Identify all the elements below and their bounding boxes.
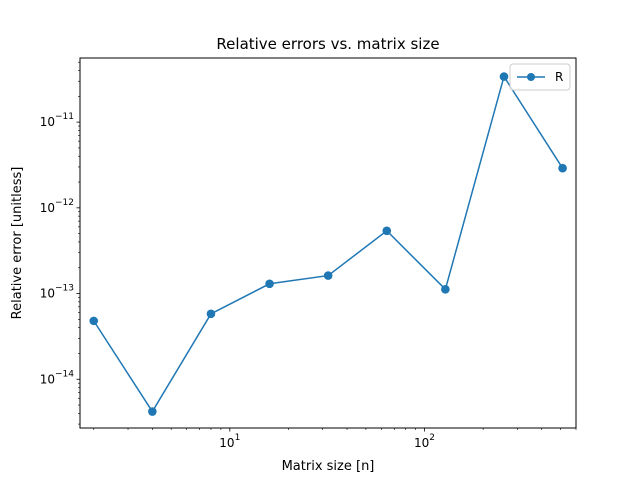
data-point (382, 226, 392, 236)
x-tick-label: 102 (414, 433, 435, 450)
y-tick-label: 10−12 (40, 198, 74, 215)
y-axis-label: Relative error [unitless] (10, 167, 25, 320)
y-tick-label: 10−14 (40, 369, 75, 386)
legend-marker (527, 73, 535, 81)
y-tick-label: 10−11 (40, 112, 74, 129)
data-point (206, 309, 216, 319)
y-tick-label-base: 10 (40, 372, 55, 386)
y-tick-label-base: 10 (40, 115, 55, 129)
x-tick-label-base: 10 (219, 436, 234, 450)
data-point (89, 316, 99, 326)
data-point (558, 163, 567, 173)
y-tick-label: 10−13 (40, 284, 74, 301)
y-tick-label-exponent: −12 (55, 198, 74, 208)
x-tick-label-exponent: 2 (429, 433, 435, 443)
y-tick-label-base: 10 (40, 287, 55, 301)
chart-title: Relative errors vs. matrix size (216, 35, 439, 53)
y-tick-label-exponent: −14 (55, 369, 74, 379)
y-tick-label-exponent: −13 (55, 284, 74, 294)
x-tick-label-base: 10 (414, 436, 429, 450)
legend: R (509, 63, 571, 91)
data-point (265, 279, 274, 289)
data-point (148, 407, 157, 416)
series-layer (89, 72, 567, 416)
data-point (499, 72, 509, 81)
x-axis-label: Matrix size [n] (282, 459, 375, 474)
x-axis-ticks: 101 102 (93, 428, 577, 450)
y-tick-label-base: 10 (40, 201, 55, 215)
y-tick-label-exponent: −11 (55, 112, 74, 122)
plot-frame (79, 57, 577, 429)
legend-label: R (555, 70, 563, 84)
x-tick-label: 101 (219, 433, 240, 450)
x-tick-label-exponent: 1 (235, 433, 241, 443)
data-point (441, 285, 450, 294)
data-point (323, 271, 333, 280)
